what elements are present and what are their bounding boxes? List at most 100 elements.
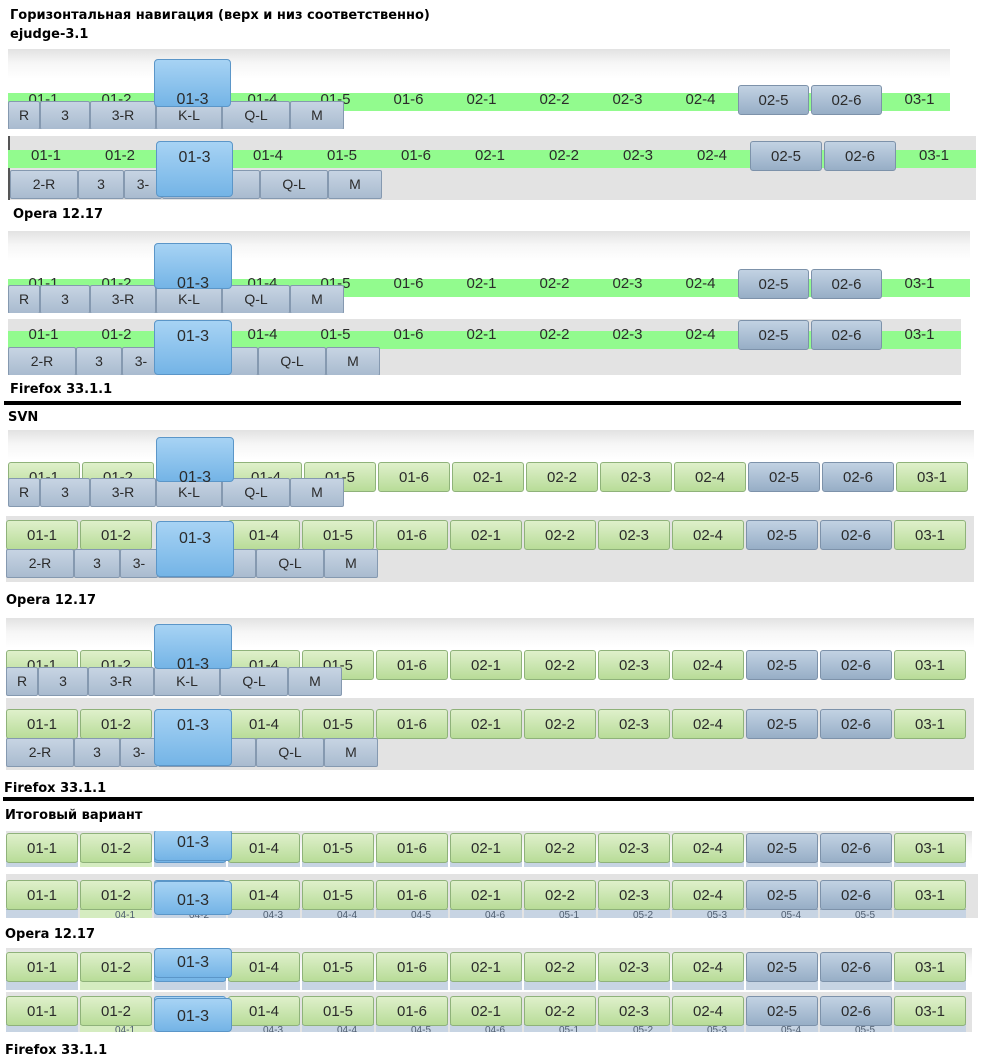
subtab-5[interactable]: Q-L bbox=[220, 667, 288, 696]
subtab-3[interactable]: 3-R bbox=[90, 101, 156, 129]
tab-01-1[interactable]: 01-1 bbox=[6, 996, 78, 1026]
tab-02-6[interactable]: 02-6 bbox=[811, 269, 882, 299]
subtab-3[interactable]: 3-R bbox=[90, 478, 156, 507]
tab-02-5[interactable]: 02-5 bbox=[746, 650, 818, 680]
tab-02-6[interactable]: 02-6 bbox=[820, 952, 892, 982]
tab-01-3-active[interactable]: 01-3 bbox=[154, 59, 231, 108]
tab-02-5[interactable]: 02-5 bbox=[748, 462, 820, 492]
tab-01-1[interactable]: 01-1 bbox=[28, 326, 59, 343]
tab-01-6[interactable]: 01-6 bbox=[393, 91, 424, 108]
subtab-2[interactable]: 3 bbox=[40, 478, 90, 507]
tab-02-1[interactable]: 02-1 bbox=[474, 147, 506, 164]
tab-02-4[interactable]: 02-4 bbox=[674, 462, 746, 492]
tab-01-6[interactable]: 01-6 bbox=[393, 275, 424, 292]
subtab-6[interactable]: M bbox=[324, 549, 378, 578]
tab-02-5[interactable]: 02-5 bbox=[746, 709, 818, 739]
tab-01-5[interactable]: 01-5 bbox=[302, 833, 374, 863]
tab-02-6[interactable]: 02-6 bbox=[820, 880, 892, 910]
tab-02-4[interactable]: 02-4 bbox=[685, 91, 716, 108]
subtab-1[interactable]: 2-R bbox=[10, 170, 78, 199]
tab-02-4[interactable]: 02-4 bbox=[672, 709, 744, 739]
tab-01-6[interactable]: 01-6 bbox=[376, 520, 448, 550]
subtab-2[interactable]: 3 bbox=[74, 549, 120, 578]
subtab-6[interactable]: M bbox=[326, 347, 380, 375]
tab-03-1[interactable]: 03-1 bbox=[904, 326, 935, 343]
subtab-2[interactable]: 3 bbox=[76, 347, 122, 375]
tab-01-6[interactable]: 01-6 bbox=[376, 709, 448, 739]
tab-01-6[interactable]: 01-6 bbox=[378, 462, 450, 492]
tab-01-3-active[interactable]: 01-3 bbox=[154, 709, 232, 766]
tab-02-3[interactable]: 02-3 bbox=[600, 462, 672, 492]
tab-01-3-active[interactable]: 01-3 bbox=[156, 437, 234, 486]
subtab-3[interactable]: 3- bbox=[122, 347, 160, 375]
subtab-4[interactable]: K-L bbox=[156, 478, 222, 507]
tab-02-3[interactable]: 02-3 bbox=[598, 952, 670, 982]
tab-02-1[interactable]: 02-1 bbox=[450, 952, 522, 982]
tab-02-2[interactable]: 02-2 bbox=[524, 520, 596, 550]
subtab-6[interactable]: M bbox=[290, 285, 344, 313]
subtab-6[interactable]: M bbox=[290, 101, 344, 129]
tab-02-5[interactable]: 02-5 bbox=[746, 880, 818, 910]
tab-01-2[interactable]: 01-2 bbox=[80, 996, 152, 1026]
tab-01-3-active[interactable]: 01-3 bbox=[156, 521, 234, 577]
tab-03-1[interactable]: 03-1 bbox=[894, 650, 966, 680]
tab-01-2[interactable]: 01-2 bbox=[101, 326, 132, 343]
tab-01-3-active[interactable]: 01-3 bbox=[154, 624, 232, 673]
tab-01-5[interactable]: 01-5 bbox=[302, 952, 374, 982]
tab-02-5[interactable]: 02-5 bbox=[746, 520, 818, 550]
tab-02-4[interactable]: 02-4 bbox=[672, 650, 744, 680]
tab-01-3-active[interactable]: 01-3 bbox=[154, 881, 232, 915]
tab-03-1[interactable]: 03-1 bbox=[896, 462, 968, 492]
tab-01-6[interactable]: 01-6 bbox=[400, 147, 432, 164]
tab-03-1[interactable]: 03-1 bbox=[894, 880, 966, 910]
subtab-6[interactable]: M bbox=[328, 170, 382, 199]
tab-02-2[interactable]: 02-2 bbox=[524, 709, 596, 739]
tab-01-2[interactable]: 01-2 bbox=[80, 880, 152, 910]
tab-01-1[interactable]: 01-1 bbox=[6, 833, 78, 863]
tab-01-4[interactable]: 01-4 bbox=[228, 952, 300, 982]
tab-03-1[interactable]: 03-1 bbox=[904, 91, 935, 108]
tab-02-5[interactable]: 02-5 bbox=[738, 269, 809, 299]
tab-01-2[interactable]: 01-2 bbox=[80, 520, 152, 550]
tab-02-1[interactable]: 02-1 bbox=[450, 650, 522, 680]
tab-01-4[interactable]: 01-4 bbox=[228, 880, 300, 910]
subtab-2[interactable]: 3 bbox=[40, 101, 90, 129]
subtab-3[interactable]: 3- bbox=[120, 549, 158, 578]
subtab-6[interactable]: M bbox=[324, 738, 378, 767]
tab-02-2[interactable]: 02-2 bbox=[524, 650, 596, 680]
tab-02-2[interactable]: 02-2 bbox=[539, 275, 570, 292]
tab-03-1[interactable]: 03-1 bbox=[894, 709, 966, 739]
tab-02-3[interactable]: 02-3 bbox=[612, 91, 643, 108]
tab-02-4[interactable]: 02-4 bbox=[672, 520, 744, 550]
tab-01-2[interactable]: 01-2 bbox=[80, 709, 152, 739]
tab-03-1[interactable]: 03-1 bbox=[894, 952, 966, 982]
tab-02-3[interactable]: 02-3 bbox=[598, 880, 670, 910]
tab-02-2[interactable]: 02-2 bbox=[526, 462, 598, 492]
tab-02-3[interactable]: 02-3 bbox=[622, 147, 654, 164]
tab-02-1[interactable]: 02-1 bbox=[466, 326, 497, 343]
tab-02-3[interactable]: 02-3 bbox=[598, 833, 670, 863]
tab-02-2[interactable]: 02-2 bbox=[524, 833, 596, 863]
tab-02-2[interactable]: 02-2 bbox=[548, 147, 580, 164]
subtab-5[interactable]: Q-L bbox=[256, 549, 324, 578]
tab-01-4[interactable]: 01-4 bbox=[252, 147, 284, 164]
tab-02-4[interactable]: 02-4 bbox=[672, 880, 744, 910]
tab-01-5[interactable]: 01-5 bbox=[302, 709, 374, 739]
tab-01-3-active[interactable]: 01-3 bbox=[154, 998, 232, 1032]
tab-01-2[interactable]: 01-2 bbox=[80, 952, 152, 982]
tab-01-6[interactable]: 01-6 bbox=[376, 880, 448, 910]
tab-02-2[interactable]: 02-2 bbox=[524, 996, 596, 1026]
tab-02-6[interactable]: 02-6 bbox=[824, 141, 896, 171]
tab-02-4[interactable]: 02-4 bbox=[672, 996, 744, 1026]
tab-02-5[interactable]: 02-5 bbox=[746, 833, 818, 863]
tab-01-4[interactable]: 01-4 bbox=[228, 996, 300, 1026]
tab-01-4[interactable]: 01-4 bbox=[228, 833, 300, 863]
subtab-1[interactable]: R bbox=[8, 101, 40, 129]
tab-03-1[interactable]: 03-1 bbox=[894, 520, 966, 550]
tab-01-3-active[interactable]: 01-3 bbox=[156, 141, 233, 197]
subtab-3[interactable]: 3- bbox=[124, 170, 162, 199]
tab-01-6[interactable]: 01-6 bbox=[376, 650, 448, 680]
tab-02-2[interactable]: 02-2 bbox=[539, 326, 570, 343]
tab-01-4[interactable]: 01-4 bbox=[228, 709, 300, 739]
tab-01-1[interactable]: 01-1 bbox=[30, 147, 62, 164]
